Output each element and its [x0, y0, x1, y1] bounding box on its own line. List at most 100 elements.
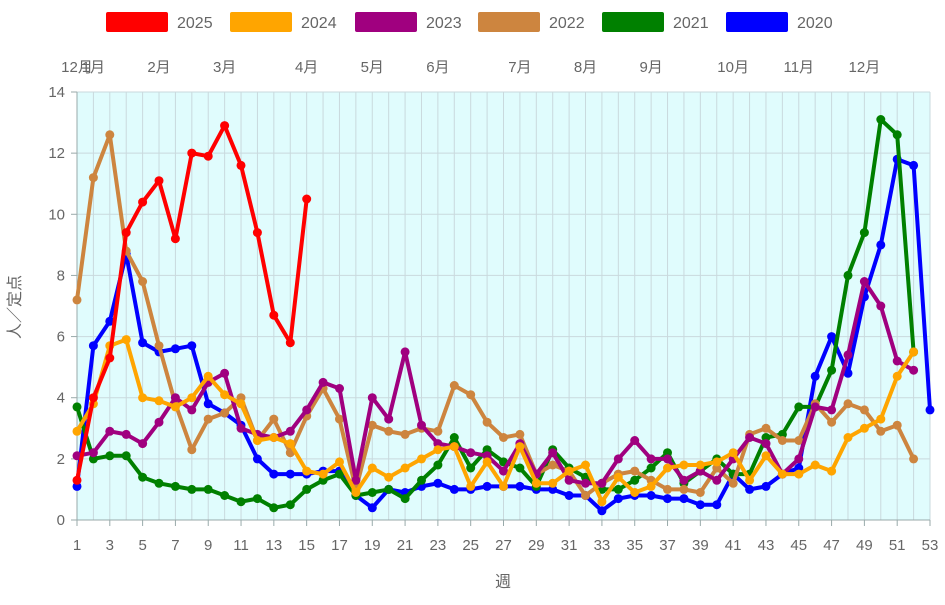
- data-point-2025[interactable]: [285, 338, 295, 348]
- data-point-2022[interactable]: [892, 420, 902, 430]
- data-point-2024[interactable]: [810, 460, 820, 470]
- data-point-2021[interactable]: [794, 402, 804, 412]
- data-point-2025[interactable]: [121, 228, 131, 238]
- data-point-2022[interactable]: [630, 466, 640, 476]
- data-point-2020[interactable]: [597, 506, 607, 516]
- data-point-2024[interactable]: [597, 497, 607, 507]
- data-point-2022[interactable]: [761, 423, 771, 433]
- data-point-2021[interactable]: [876, 115, 886, 124]
- data-point-2022[interactable]: [449, 381, 459, 390]
- data-point-2023[interactable]: [384, 414, 394, 424]
- data-point-2020[interactable]: [269, 469, 279, 479]
- data-point-2021[interactable]: [220, 491, 230, 500]
- data-point-2024[interactable]: [581, 460, 590, 470]
- data-point-2021[interactable]: [252, 494, 262, 504]
- data-point-2020[interactable]: [646, 491, 656, 500]
- data-point-2023[interactable]: [367, 393, 377, 403]
- data-point-2021[interactable]: [892, 130, 902, 140]
- data-point-2024[interactable]: [433, 445, 443, 455]
- data-point-2024[interactable]: [400, 463, 410, 473]
- data-point-2023[interactable]: [646, 454, 656, 464]
- data-point-2022[interactable]: [335, 414, 344, 424]
- data-point-2020[interactable]: [695, 500, 705, 510]
- data-point-2024[interactable]: [351, 488, 361, 497]
- data-point-2023[interactable]: [663, 454, 672, 464]
- data-point-2024[interactable]: [449, 442, 459, 452]
- data-point-2020[interactable]: [170, 344, 180, 354]
- data-point-2022[interactable]: [433, 426, 443, 436]
- data-point-2023[interactable]: [564, 475, 574, 485]
- data-point-2020[interactable]: [663, 494, 672, 504]
- data-point-2024[interactable]: [843, 433, 853, 442]
- data-point-2020[interactable]: [285, 469, 295, 479]
- data-point-2024[interactable]: [646, 481, 656, 491]
- data-point-2023[interactable]: [810, 402, 820, 412]
- data-point-2024[interactable]: [367, 463, 377, 473]
- data-point-2021[interactable]: [859, 228, 869, 238]
- data-point-2021[interactable]: [827, 365, 837, 375]
- data-point-2024[interactable]: [531, 478, 541, 488]
- data-point-2023[interactable]: [499, 466, 508, 476]
- data-point-2020[interactable]: [482, 481, 492, 491]
- data-point-2020[interactable]: [105, 316, 115, 326]
- data-point-2024[interactable]: [236, 399, 246, 409]
- data-point-2022[interactable]: [203, 414, 213, 424]
- data-point-2024[interactable]: [302, 466, 312, 476]
- data-point-2023[interactable]: [761, 439, 771, 449]
- data-point-2024[interactable]: [745, 475, 755, 485]
- data-point-2021[interactable]: [203, 484, 213, 494]
- data-point-2022[interactable]: [876, 426, 886, 436]
- data-point-2021[interactable]: [613, 484, 623, 494]
- legend-item-2024[interactable]: 2024: [230, 12, 337, 32]
- data-point-2024[interactable]: [482, 457, 492, 467]
- data-point-2023[interactable]: [236, 423, 246, 433]
- data-point-2022[interactable]: [695, 488, 705, 497]
- data-point-2023[interactable]: [859, 277, 869, 286]
- data-point-2022[interactable]: [400, 429, 410, 439]
- data-point-2025[interactable]: [220, 121, 230, 131]
- data-point-2021[interactable]: [630, 475, 640, 485]
- data-point-2023[interactable]: [335, 384, 344, 393]
- data-point-2020[interactable]: [187, 341, 197, 351]
- data-point-2022[interactable]: [515, 429, 525, 439]
- data-point-2023[interactable]: [679, 475, 689, 485]
- data-point-2020[interactable]: [761, 481, 771, 491]
- data-point-2023[interactable]: [154, 417, 164, 427]
- data-point-2024[interactable]: [663, 463, 672, 473]
- data-point-2024[interactable]: [466, 481, 476, 491]
- data-point-2021[interactable]: [236, 497, 246, 507]
- data-point-2025[interactable]: [302, 194, 312, 204]
- data-point-2023[interactable]: [548, 448, 558, 458]
- data-point-2023[interactable]: [285, 426, 295, 436]
- data-point-2021[interactable]: [302, 484, 312, 494]
- data-point-2023[interactable]: [794, 454, 804, 464]
- data-point-2021[interactable]: [121, 451, 131, 461]
- data-point-2022[interactable]: [88, 173, 98, 183]
- data-point-2023[interactable]: [187, 405, 197, 415]
- data-point-2021[interactable]: [72, 402, 82, 412]
- data-point-2024[interactable]: [417, 454, 426, 464]
- data-point-2022[interactable]: [679, 484, 689, 494]
- data-point-2021[interactable]: [285, 500, 295, 510]
- data-point-2021[interactable]: [843, 270, 853, 280]
- data-point-2022[interactable]: [499, 433, 508, 442]
- data-point-2021[interactable]: [88, 454, 98, 464]
- data-point-2024[interactable]: [252, 436, 262, 445]
- data-point-2022[interactable]: [728, 478, 738, 488]
- data-point-2020[interactable]: [810, 371, 820, 381]
- data-point-2024[interactable]: [335, 457, 344, 467]
- data-point-2021[interactable]: [154, 478, 164, 488]
- data-point-2020[interactable]: [138, 338, 148, 348]
- data-point-2024[interactable]: [777, 469, 787, 479]
- data-point-2022[interactable]: [482, 417, 492, 427]
- data-point-2024[interactable]: [630, 488, 640, 497]
- data-point-2020[interactable]: [88, 341, 98, 351]
- data-point-2024[interactable]: [548, 478, 558, 488]
- data-point-2020[interactable]: [827, 332, 837, 342]
- data-point-2023[interactable]: [121, 429, 131, 439]
- data-point-2020[interactable]: [843, 368, 853, 378]
- data-point-2022[interactable]: [220, 408, 230, 418]
- data-point-2022[interactable]: [466, 390, 476, 400]
- data-point-2024[interactable]: [138, 393, 148, 403]
- data-point-2024[interactable]: [269, 433, 279, 442]
